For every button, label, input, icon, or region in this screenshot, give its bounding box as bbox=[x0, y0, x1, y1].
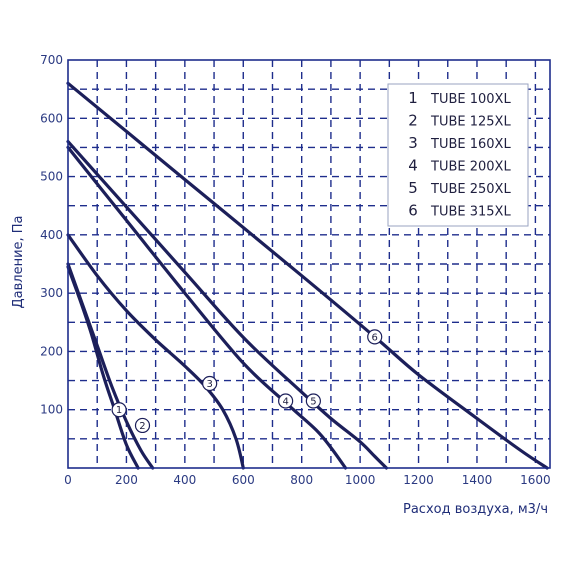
y-tick-label: 300 bbox=[40, 286, 63, 300]
curve-markers: 1 2 3 4 5 6 bbox=[111, 329, 383, 434]
legend: 1 TUBE 100XL 2 TUBE 125XL 3 TUBE 160XL 4 TUBE 2… bbox=[387, 83, 529, 227]
marker-circle bbox=[278, 393, 294, 409]
x-tick-label: 600 bbox=[232, 473, 255, 487]
legend-series-name: TUBE 315XL bbox=[430, 205, 511, 220]
curve-marker-2: 2 bbox=[134, 417, 151, 434]
legend-series-name: TUBE 200XL bbox=[430, 160, 511, 175]
x-tick-label: 1200 bbox=[403, 473, 434, 487]
legend-number: 3 bbox=[408, 134, 418, 152]
x-axis-label: Расход воздуха, м3/ч bbox=[403, 502, 548, 517]
legend-number: 4 bbox=[408, 157, 418, 175]
legend-number: 1 bbox=[408, 89, 418, 107]
curve-marker-5: 5 bbox=[305, 393, 321, 409]
y-tick-label: 400 bbox=[40, 228, 63, 242]
legend-number: 6 bbox=[408, 202, 418, 220]
y-tick-label: 700 bbox=[40, 53, 63, 67]
marker-label: 6 bbox=[372, 332, 378, 343]
marker-circle bbox=[305, 393, 321, 409]
series-line-5 bbox=[66, 140, 388, 470]
legend-entry: 6 TUBE 315XL bbox=[408, 202, 511, 220]
y-axis-label: Давление, Па bbox=[11, 215, 26, 308]
x-tick-label: 400 bbox=[173, 473, 196, 487]
axes: 0 200 400 600 800 1000 1200 1400 160010020030040… bbox=[40, 53, 551, 487]
x-tick-label: 1400 bbox=[462, 473, 493, 487]
curve-marker-3: 3 bbox=[202, 375, 218, 392]
marker-circle bbox=[202, 375, 218, 392]
plot-frame bbox=[67, 59, 551, 469]
legend-box bbox=[387, 83, 529, 227]
curve-marker-4: 4 bbox=[278, 393, 294, 409]
x-tick-label: 1000 bbox=[345, 473, 376, 487]
legend-series-name: TUBE 160XL bbox=[430, 137, 511, 152]
legend-entry: 2 TUBE 125XL bbox=[408, 112, 511, 130]
marker-label: 5 bbox=[310, 396, 316, 407]
series-line-4 bbox=[66, 145, 348, 470]
legend-entry: 5 TUBE 250XL bbox=[408, 179, 511, 197]
y-tick-label: 100 bbox=[40, 403, 63, 417]
x-tick-label: 0 bbox=[64, 473, 72, 487]
marker-circle bbox=[367, 329, 383, 345]
legend-number: 2 bbox=[408, 112, 418, 130]
x-tick-label: 800 bbox=[290, 473, 313, 487]
marker-label: 1 bbox=[116, 405, 122, 416]
legend-series-name: TUBE 125XL bbox=[430, 115, 511, 130]
x-tick-label: 1600 bbox=[520, 473, 551, 487]
marker-circle bbox=[134, 417, 151, 434]
y-tick-label: 200 bbox=[40, 344, 63, 358]
legend-number: 5 bbox=[408, 179, 418, 197]
x-tick-label: 200 bbox=[115, 473, 138, 487]
series-line-2 bbox=[66, 262, 155, 470]
legend-entry: 4 TUBE 200XL bbox=[408, 157, 511, 175]
marker-circle bbox=[111, 402, 127, 418]
marker-label: 2 bbox=[139, 421, 145, 432]
y-tick-label: 600 bbox=[40, 111, 63, 125]
legend-series-name: TUBE 250XL bbox=[430, 182, 511, 197]
legend-entry: 1 TUBE 100XL bbox=[408, 89, 511, 107]
curve-marker-6: 6 bbox=[367, 329, 383, 345]
legend-series-name: TUBE 100XL bbox=[430, 92, 511, 107]
y-tick-label: 500 bbox=[40, 170, 63, 184]
curve-marker-1: 1 bbox=[111, 402, 127, 418]
legend-entry: 3 TUBE 160XL bbox=[408, 134, 511, 152]
marker-label: 4 bbox=[282, 396, 288, 407]
series-line-3 bbox=[66, 233, 245, 470]
marker-label: 3 bbox=[206, 379, 212, 390]
